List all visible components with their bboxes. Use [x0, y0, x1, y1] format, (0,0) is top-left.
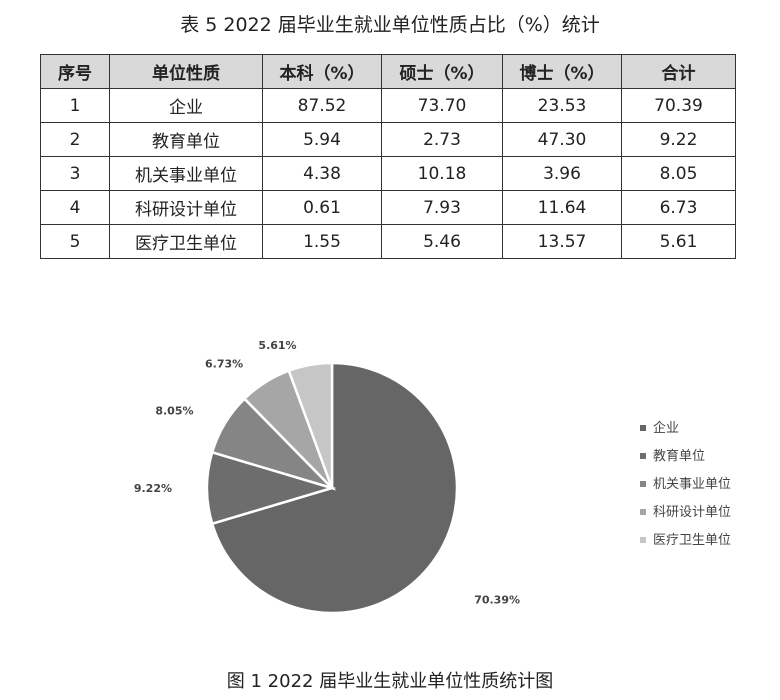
table-row: 4 科研设计单位 0.61 7.93 11.64 6.73 [40, 190, 736, 225]
header-bachelor: 本科（%） [262, 54, 382, 89]
cell: 医疗卫生单位 [109, 224, 263, 259]
cell: 2 [40, 122, 110, 157]
legend-label-4: 科研设计单位 [653, 505, 731, 520]
legend-swatch-2 [640, 453, 646, 459]
cell: 5.46 [381, 224, 503, 259]
cell: 7.93 [381, 190, 503, 225]
legend-swatch-1 [640, 425, 646, 431]
table-header-row: 序号 单位性质 本科（%） 硕士（%） 博士（%） 合计 [40, 54, 736, 89]
cell: 8.05 [621, 156, 736, 191]
cell: 教育单位 [109, 122, 263, 157]
legend-label-5: 医疗卫生单位 [653, 533, 731, 548]
cell: 4.38 [262, 156, 382, 191]
header-index: 序号 [40, 54, 110, 89]
cell: 3.96 [502, 156, 622, 191]
legend-label-1: 企业 [653, 420, 679, 436]
cell: 机关事业单位 [109, 156, 263, 191]
cell: 0.61 [262, 190, 382, 225]
cell: 5.94 [262, 122, 382, 157]
cell: 6.73 [621, 190, 736, 225]
cell: 13.57 [502, 224, 622, 259]
legend-swatch-3 [640, 481, 646, 487]
data-label-5: 5.61% [258, 339, 296, 352]
cell: 2.73 [381, 122, 503, 157]
header-unit-type: 单位性质 [109, 54, 263, 89]
header-total: 合计 [621, 54, 736, 89]
cell: 23.53 [502, 88, 622, 123]
cell: 3 [40, 156, 110, 191]
cell: 企业 [109, 88, 263, 123]
legend-swatch-5 [640, 537, 646, 543]
cell: 73.70 [381, 88, 503, 123]
cell: 87.52 [262, 88, 382, 123]
data-label-2: 9.22% [134, 482, 172, 495]
header-doctor: 博士（%） [502, 54, 622, 89]
cell: 1.55 [262, 224, 382, 259]
cell: 5.61 [621, 224, 736, 259]
table-row: 2 教育单位 5.94 2.73 47.30 9.22 [40, 122, 736, 157]
data-label-3: 8.05% [155, 405, 193, 418]
table-row: 3 机关事业单位 4.38 10.18 3.96 8.05 [40, 156, 736, 191]
cell: 11.64 [502, 190, 622, 225]
data-label-1: 70.39% [474, 593, 520, 606]
table-row: 5 医疗卫生单位 1.55 5.46 13.57 5.61 [40, 224, 736, 259]
header-master: 硕士（%） [381, 54, 503, 89]
table-title: 表 5 2022 届毕业生就业单位性质占比（%）统计 [180, 14, 600, 36]
cell: 70.39 [621, 88, 736, 123]
cell: 9.22 [621, 122, 736, 157]
stats-table: 序号 单位性质 本科（%） 硕士（%） 博士（%） 合计 1 企业 87.52 … [40, 54, 736, 259]
cell: 5 [40, 224, 110, 259]
data-label-4: 6.73% [205, 357, 243, 370]
cell: 1 [40, 88, 110, 123]
cell: 科研设计单位 [109, 190, 263, 225]
legend-swatch-4 [640, 509, 646, 515]
cell: 47.30 [502, 122, 622, 157]
legend-label-2: 教育单位 [653, 448, 705, 464]
pie-chart: 70.39% 9.22% 8.05% 6.73% 5.61% 企业教育单位机关事业单位科研… [134, 339, 731, 615]
cell: 10.18 [381, 156, 503, 191]
table-row: 1 企业 87.52 73.70 23.53 70.39 [40, 88, 736, 123]
pie-slice-5 [287, 361, 334, 489]
figure-caption: 图 1 2022 届毕业生就业单位性质统计图 [226, 671, 554, 692]
legend-label-3: 机关事业单位 [653, 477, 731, 492]
cell: 4 [40, 190, 110, 225]
